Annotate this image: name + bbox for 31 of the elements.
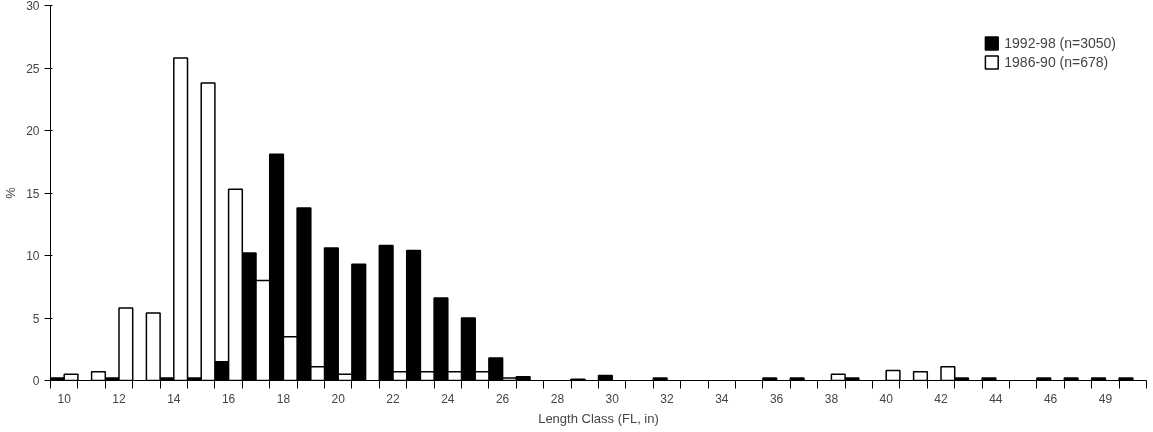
y-tick-label: 30 xyxy=(26,0,40,13)
x-tick-label: 46 xyxy=(1043,391,1058,406)
x-tick-label: 28 xyxy=(550,391,565,406)
x-tick-label: 22 xyxy=(386,391,400,406)
x-tick-label: 32 xyxy=(660,391,674,406)
x-tick-label: 20 xyxy=(331,391,346,406)
x-tick-label: 34 xyxy=(715,391,729,406)
x-tick-label: 49 xyxy=(1098,391,1113,406)
y-tick-label: 5 xyxy=(32,311,40,326)
x-tick-label: 18 xyxy=(276,391,291,406)
y-tick-label: 25 xyxy=(26,61,40,76)
y-tick-label: 15 xyxy=(26,186,40,201)
x-tick-label: 38 xyxy=(824,391,839,406)
y-tick-label: 0 xyxy=(32,374,40,388)
x-tick-label: 14 xyxy=(167,391,181,406)
x-tick-label: 40 xyxy=(879,391,894,406)
legend-label: 1986-90 (n=678) xyxy=(1004,54,1109,70)
x-tick-label: 30 xyxy=(605,391,620,406)
x-tick-label: 12 xyxy=(112,391,126,406)
x-tick-label: 44 xyxy=(989,391,1003,406)
y-axis-title: % xyxy=(3,186,19,199)
x-tick-label: 26 xyxy=(495,391,510,406)
legend-label: 1992-98 (n=3050) xyxy=(1004,35,1116,51)
x-tick-label: 36 xyxy=(769,391,784,406)
x-tick-label: 24 xyxy=(441,391,455,406)
x-tick-label: 10 xyxy=(57,391,72,406)
y-tick-label: 10 xyxy=(26,249,40,263)
x-axis-title: Length Class (FL, in) xyxy=(538,410,659,426)
x-tick-label: 42 xyxy=(934,391,948,406)
y-tick-label: 20 xyxy=(26,124,40,138)
x-tick-label: 16 xyxy=(221,391,236,406)
